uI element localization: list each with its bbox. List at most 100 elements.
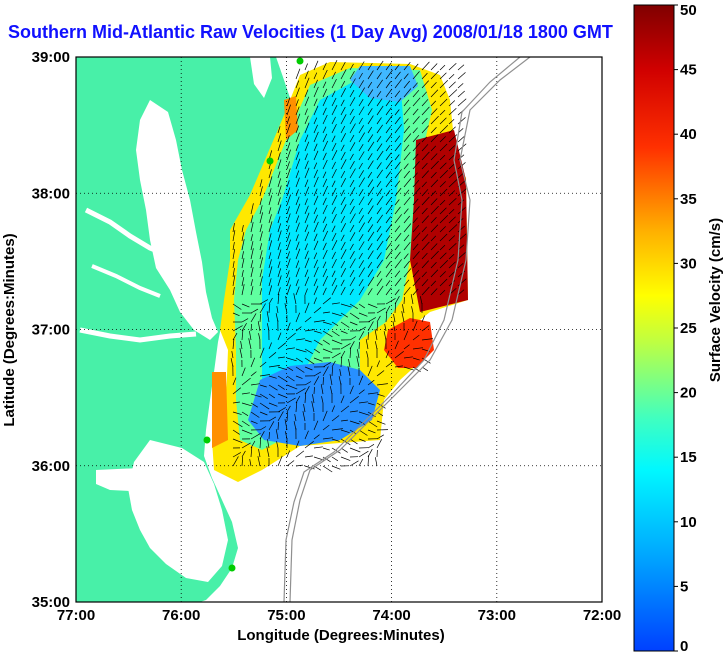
velocity-arrow	[304, 122, 310, 134]
bathymetry-contour	[289, 56, 531, 603]
velocity-arrow	[313, 162, 318, 170]
velocity-arrow	[439, 188, 448, 197]
velocity-arrow	[457, 135, 465, 143]
velocity-arrow	[295, 106, 300, 116]
velocity-arrow	[358, 260, 364, 269]
velocity-arrow	[439, 117, 447, 125]
velocity-arrow	[286, 450, 291, 458]
colorbar	[633, 4, 675, 652]
velocity-arrow	[394, 277, 402, 287]
velocity-arrow	[439, 64, 446, 71]
x-tick-label: 73:00	[478, 607, 516, 624]
velocity-arrow	[322, 81, 327, 89]
velocity-arrow	[295, 222, 300, 233]
velocity-arrow	[403, 163, 409, 170]
velocity-arrow	[421, 80, 429, 89]
velocity-arrow	[403, 234, 410, 242]
velocity-arrow	[457, 225, 465, 233]
velocity-arrow	[331, 339, 343, 345]
velocity-arrow	[331, 142, 337, 152]
velocity-arrow	[439, 125, 449, 134]
x-tick-label: 74:00	[372, 607, 410, 624]
velocity-arrow	[412, 71, 420, 80]
velocity-arrow	[410, 294, 414, 305]
velocity-arrow	[239, 348, 243, 359]
x-tick-labels: 77:00 76:00 75:00 74:00 73:00 72:00	[57, 607, 621, 624]
velocity-arrow	[358, 162, 363, 170]
velocity-arrow	[250, 371, 257, 377]
velocity-arrow	[286, 405, 291, 413]
velocity-arrow	[439, 91, 446, 98]
velocity-arrow	[232, 438, 243, 444]
velocity-arrow	[421, 234, 429, 242]
velocity-arrow	[421, 260, 429, 269]
velocity-arrow	[313, 124, 318, 134]
velocity-arrow	[250, 286, 254, 296]
velocity-arrow	[331, 258, 337, 269]
colorbar-tick-label: 25	[680, 320, 697, 337]
velocity-arrow	[286, 239, 291, 251]
velocity-arrow	[250, 440, 256, 449]
velocity-arrow	[349, 232, 356, 242]
potomac-river	[84, 207, 171, 259]
velocity-arrow	[331, 168, 337, 179]
velocity-arrow	[340, 330, 348, 334]
albemarle-sound	[96, 468, 198, 492]
velocity-arrow	[430, 261, 437, 269]
velocity-arrow	[358, 99, 364, 107]
velocity-arrow	[357, 349, 360, 359]
velocity-arrow	[295, 440, 300, 449]
velocity-arrow	[277, 455, 283, 467]
velocity-arrow	[249, 331, 252, 341]
velocity-arrow	[366, 351, 369, 359]
velocity-arrow	[322, 268, 328, 278]
velocity-arrow	[421, 279, 429, 287]
velocity-arrow	[295, 177, 300, 188]
velocity-arrow	[385, 100, 391, 107]
velocity-arrow	[340, 114, 347, 125]
velocity-arrow	[367, 96, 375, 107]
velocity-arrow	[304, 250, 309, 260]
velocity-arrow	[403, 88, 412, 98]
velocity-arrow	[448, 280, 456, 287]
velocity-arrow	[322, 133, 328, 143]
velocity-arrow	[322, 171, 327, 179]
velocity-arrow	[358, 389, 365, 395]
velocity-arrow	[403, 61, 411, 71]
velocity-arrow	[411, 306, 414, 314]
velocity-arrow	[304, 441, 314, 449]
velocity-arrow	[421, 315, 426, 323]
velocity-arrow	[241, 392, 250, 395]
velocity-arrow	[349, 288, 354, 296]
velocity-arrow	[430, 134, 439, 143]
velocity-arrow	[448, 73, 455, 80]
velocity-arrow	[286, 194, 291, 206]
velocity-arrow	[349, 420, 360, 425]
velocity-arrow	[385, 305, 391, 314]
velocity-arrow	[250, 446, 253, 458]
velocity-arrow	[304, 366, 313, 371]
velocity-arrow	[385, 216, 391, 224]
y-tick-labels: 39:00 38:00 37:00 36:00 35:00	[32, 49, 70, 611]
velocity-arrow	[394, 142, 402, 152]
bathymetry-contour	[283, 56, 521, 603]
velocity-arrow	[367, 63, 373, 71]
velocity-arrow	[385, 280, 391, 287]
velocity-arrow	[304, 243, 308, 251]
velocity-arrow	[448, 89, 458, 98]
velocity-arrow	[376, 143, 383, 152]
velocity-arrow	[304, 63, 308, 71]
velocity-arrow	[250, 402, 258, 408]
velocity-arrow	[286, 357, 297, 362]
velocity-arrow	[304, 224, 309, 233]
velocity-arrow	[232, 249, 236, 260]
velocity-arrow	[349, 224, 355, 233]
velocity-arrow	[277, 171, 281, 179]
velocity-arrow	[340, 204, 347, 215]
velocity-arrow	[277, 384, 285, 390]
velocity-arrow	[358, 80, 364, 89]
velocity-arrow	[313, 357, 323, 362]
velocity-arrow	[268, 233, 272, 242]
velocity-arrow	[365, 339, 369, 350]
